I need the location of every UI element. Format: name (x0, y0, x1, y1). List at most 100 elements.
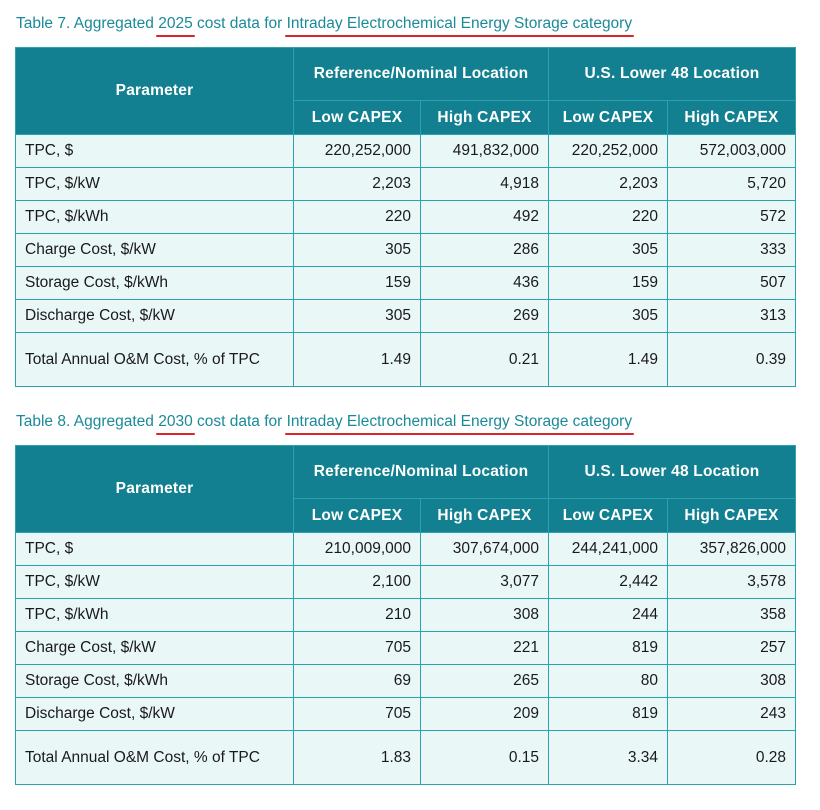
header-parameter: Parameter (15, 445, 294, 533)
cell-value: 80 (548, 664, 668, 698)
header-reference-location: Reference/Nominal Location (293, 445, 549, 499)
table-row: Charge Cost, $/kW 705 221 819 257 (15, 631, 796, 665)
header-row: Parameter Reference/Nominal Location U.S… (15, 47, 796, 135)
cell-value: 0.15 (420, 730, 549, 785)
cell-value: 705 (293, 697, 421, 731)
row-label: Charge Cost, $/kW (15, 631, 294, 665)
cell-value: 507 (667, 266, 796, 300)
caption-category: Intraday Electrochemical Energy Storage … (284, 15, 635, 37)
cell-value: 69 (293, 664, 421, 698)
subheader-row: Low CAPEX High CAPEX Low CAPEX High CAPE… (16, 498, 796, 533)
cell-value: 313 (667, 299, 796, 333)
table-row: TPC, $ 220,252,000 491,832,000 220,252,0… (15, 134, 796, 168)
table-row: TPC, $/kW 2,100 3,077 2,442 3,578 (15, 565, 796, 599)
header-high-capex: High CAPEX (420, 100, 549, 135)
row-label: TPC, $/kWh (15, 598, 294, 632)
header-low-capex: Low CAPEX (293, 498, 421, 533)
table-row: TPC, $/kWh 210 308 244 358 (15, 598, 796, 632)
cell-value: 491,832,000 (420, 134, 549, 168)
header-low-capex: Low CAPEX (293, 100, 421, 135)
cell-value: 221 (420, 631, 549, 665)
cell-value: 4,918 (420, 167, 549, 201)
header-parameter: Parameter (15, 47, 294, 135)
cell-value: 572,003,000 (667, 134, 796, 168)
row-label: TPC, $ (15, 134, 294, 168)
cell-value: 1.49 (548, 332, 668, 387)
table-row: TPC, $ 210,009,000 307,674,000 244,241,0… (15, 532, 796, 566)
cell-value: 159 (548, 266, 668, 300)
row-label: TPC, $ (15, 532, 294, 566)
cell-value: 244,241,000 (548, 532, 668, 566)
cell-value: 210 (293, 598, 421, 632)
header-row: Parameter Reference/Nominal Location U.S… (15, 445, 796, 533)
cell-value: 220 (293, 200, 421, 234)
cell-value: 436 (420, 266, 549, 300)
cell-value: 2,203 (548, 167, 668, 201)
table-row: Charge Cost, $/kW 305 286 305 333 (15, 233, 796, 267)
row-label: Charge Cost, $/kW (15, 233, 294, 267)
cell-value: 2,442 (548, 565, 668, 599)
cell-value: 492 (420, 200, 549, 234)
cell-value: 305 (548, 233, 668, 267)
row-label: TPC, $/kW (15, 565, 294, 599)
cell-value: 220,252,000 (293, 134, 421, 168)
caption-year: 2030 (156, 413, 196, 435)
cell-value: 257 (667, 631, 796, 665)
cell-value: 210,009,000 (293, 532, 421, 566)
row-label: TPC, $/kW (15, 167, 294, 201)
table-row: Discharge Cost, $/kW 705 209 819 243 (15, 697, 796, 731)
cell-value: 265 (420, 664, 549, 698)
caption-middle: cost data for (192, 413, 287, 430)
cell-value: 357,826,000 (667, 532, 796, 566)
table-8: Parameter Reference/Nominal Location U.S… (15, 445, 796, 785)
cell-value: 0.39 (667, 332, 796, 387)
cell-value: 3,077 (420, 565, 549, 599)
cell-value: 819 (548, 631, 668, 665)
row-label: Total Annual O&M Cost, % of TPC (15, 730, 294, 785)
header-us-lower48-location: U.S. Lower 48 Location (548, 47, 796, 101)
cell-value: 572 (667, 200, 796, 234)
cell-value: 5,720 (667, 167, 796, 201)
cell-value: 220 (548, 200, 668, 234)
cell-value: 1.49 (293, 332, 421, 387)
cell-value: 220,252,000 (548, 134, 668, 168)
cell-value: 705 (293, 631, 421, 665)
row-label: Storage Cost, $/kWh (15, 664, 294, 698)
table-7: Parameter Reference/Nominal Location U.S… (15, 47, 796, 387)
header-high-capex: High CAPEX (420, 498, 549, 533)
header-us-lower48-location: U.S. Lower 48 Location (548, 445, 796, 499)
cell-value: 159 (293, 266, 421, 300)
row-label: Total Annual O&M Cost, % of TPC (15, 332, 294, 387)
cell-value: 333 (667, 233, 796, 267)
row-label: Discharge Cost, $/kW (15, 299, 294, 333)
table-8-caption: Table 8. Aggregated 2030 cost data for I… (16, 413, 635, 435)
cell-value: 2,203 (293, 167, 421, 201)
cell-value: 308 (420, 598, 549, 632)
cell-value: 2,100 (293, 565, 421, 599)
header-low-capex: Low CAPEX (548, 100, 668, 135)
caption-middle: cost data for (192, 15, 287, 32)
cell-value: 305 (293, 299, 421, 333)
table-row: Total Annual O&M Cost, % of TPC 1.83 0.1… (15, 730, 796, 785)
cell-value: 3.34 (548, 730, 668, 785)
cell-value: 305 (548, 299, 668, 333)
caption-prefix: Table 7. Aggregated (16, 15, 159, 32)
cell-value: 0.21 (420, 332, 549, 387)
row-label: Storage Cost, $/kWh (15, 266, 294, 300)
row-label: TPC, $/kWh (15, 200, 294, 234)
cell-value: 209 (420, 697, 549, 731)
caption-year: 2025 (156, 15, 196, 37)
cell-value: 3,578 (667, 565, 796, 599)
header-high-capex: High CAPEX (667, 100, 796, 135)
table-row: TPC, $/kW 2,203 4,918 2,203 5,720 (15, 167, 796, 201)
table-row: Total Annual O&M Cost, % of TPC 1.49 0.2… (15, 332, 796, 387)
caption-prefix: Table 8. Aggregated (16, 413, 159, 430)
cell-value: 307,674,000 (420, 532, 549, 566)
header-high-capex: High CAPEX (667, 498, 796, 533)
table-row: Discharge Cost, $/kW 305 269 305 313 (15, 299, 796, 333)
table-row: Storage Cost, $/kWh 159 436 159 507 (15, 266, 796, 300)
cell-value: 243 (667, 697, 796, 731)
cell-value: 0.28 (667, 730, 796, 785)
cell-value: 244 (548, 598, 668, 632)
row-label: Discharge Cost, $/kW (15, 697, 294, 731)
